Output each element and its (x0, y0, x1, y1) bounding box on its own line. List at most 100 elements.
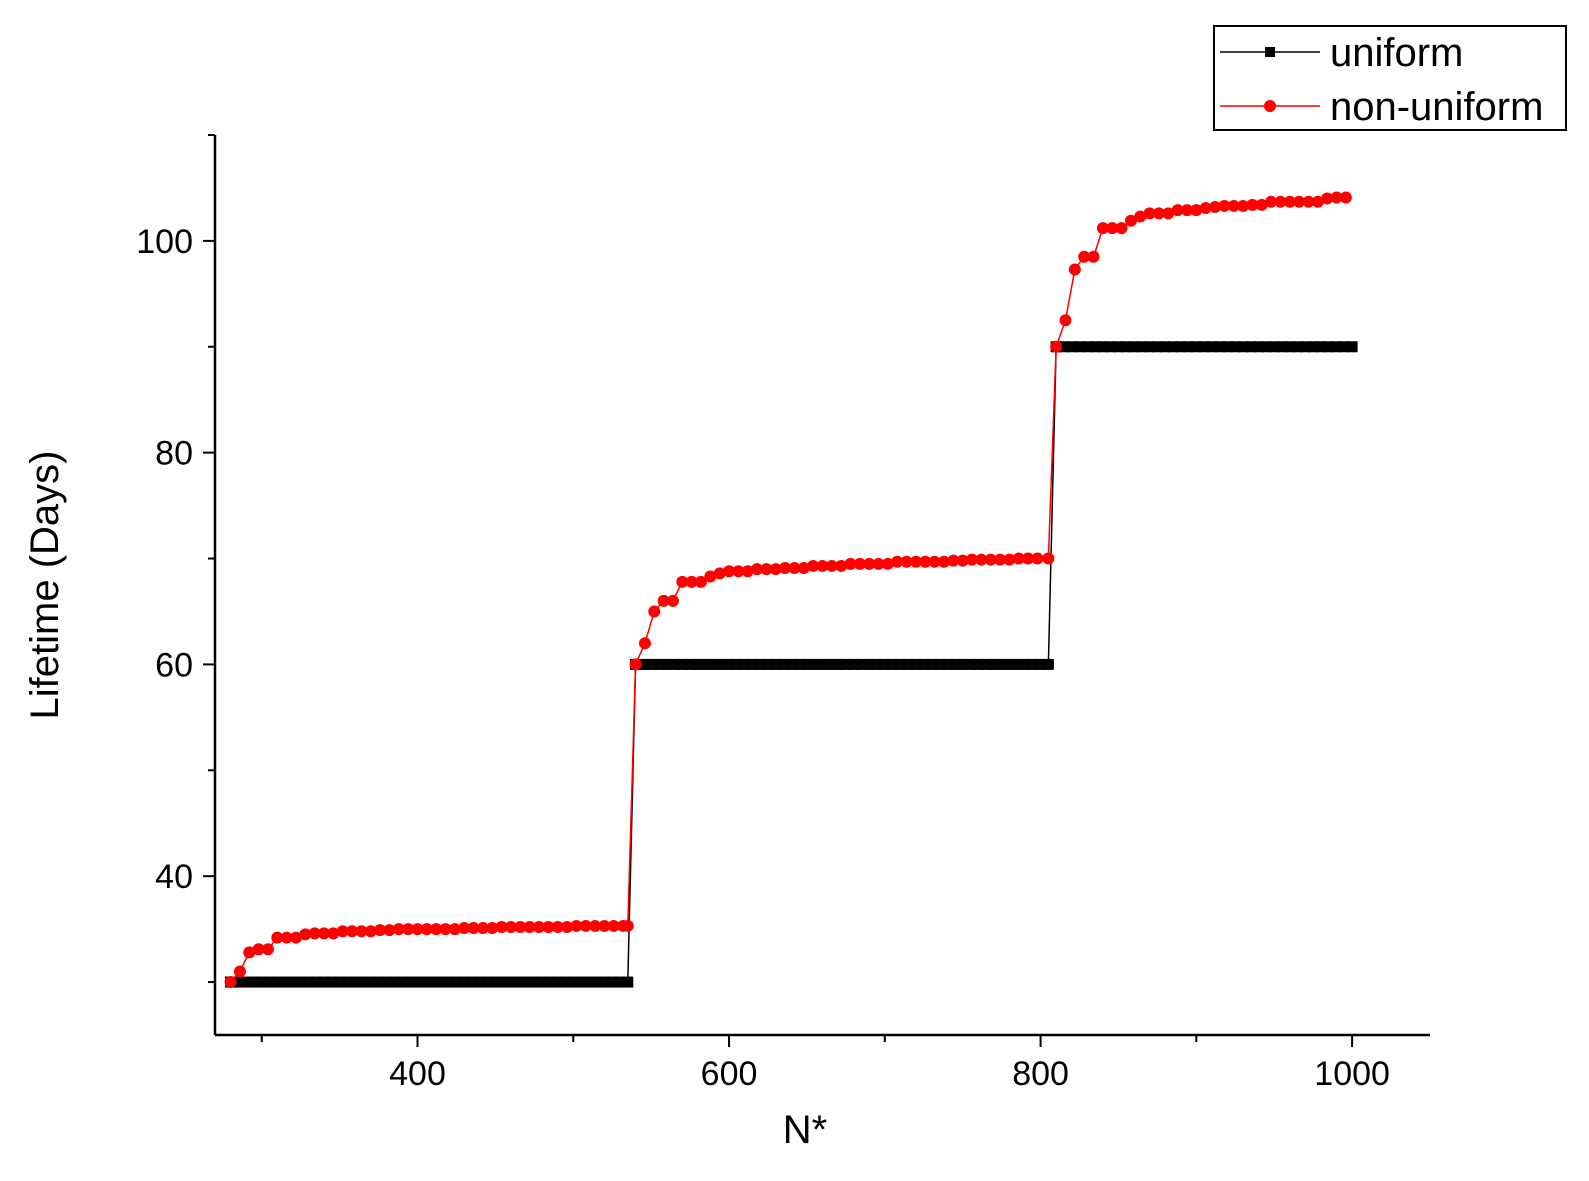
series-non-uniform-point (1339, 191, 1352, 204)
series-uniform-point (349, 976, 361, 988)
y-tick-label: 100 (136, 223, 193, 261)
series-non-uniform-point (1209, 201, 1222, 213)
plot-area: 40 60 80 100 400 600 800 1000 (136, 134, 1430, 1093)
series-non-uniform-point (648, 605, 661, 618)
series-uniform-point (894, 658, 906, 670)
series-non-uniform-point (1115, 222, 1128, 235)
series-non-uniform-point (561, 921, 574, 933)
series-uniform-point (1003, 658, 1015, 670)
series-uniform-point (489, 976, 501, 988)
series-non-uniform-point (542, 921, 555, 933)
series-non-uniform-point (411, 923, 424, 936)
series-uniform-point (1260, 341, 1272, 353)
series-non-uniform-point (1237, 199, 1250, 212)
series-uniform-point (1214, 341, 1226, 353)
series-uniform-point (419, 976, 431, 988)
series-non-uniform-point (486, 922, 499, 935)
series-non-uniform-point (835, 559, 848, 572)
series-uniform-point (1019, 658, 1031, 670)
series-uniform-point (731, 658, 743, 670)
series-uniform-point (1120, 341, 1132, 353)
series-uniform-point (910, 658, 922, 670)
x-tick-label: 400 (389, 1055, 446, 1093)
series-uniform-point (1331, 341, 1343, 353)
series-non-uniform-point (355, 925, 368, 938)
series-non-uniform-point (1302, 195, 1315, 208)
series-non-uniform-point (966, 553, 979, 566)
series-uniform-point (848, 658, 860, 670)
series-non-uniform-point (1087, 250, 1100, 263)
y-ticks: 40 60 80 100 (136, 134, 215, 984)
series-uniform-point (1299, 341, 1311, 353)
series-uniform-point (926, 658, 938, 670)
series-non-uniform-point (984, 553, 997, 566)
series-uniform-point (528, 976, 540, 988)
legend-uniform-marker (1265, 47, 1275, 57)
series-non-uniform-point (1181, 204, 1193, 217)
legend-non-uniform-label: non-uniform (1330, 85, 1543, 129)
series-uniform-point (1081, 341, 1093, 353)
series-non-uniform-point (420, 923, 433, 936)
series-non-uniform-point (448, 923, 461, 936)
series-non-uniform-point (290, 931, 302, 944)
series-uniform-point (1315, 341, 1327, 353)
series-uniform-point (497, 976, 509, 988)
series-uniform-point (1206, 341, 1218, 353)
series-uniform-point (661, 658, 673, 670)
series-non-uniform-point (1031, 552, 1044, 565)
series-uniform-point (653, 658, 665, 670)
series-uniform-point (1190, 341, 1202, 353)
series-uniform-point (559, 976, 571, 988)
series-uniform-point (1307, 341, 1319, 353)
series-uniform-point (1229, 341, 1241, 353)
series-uniform-point (435, 976, 447, 988)
series-uniform-point (770, 658, 782, 670)
series-non-uniform-point (439, 923, 452, 936)
series-uniform-point (443, 976, 455, 988)
series-non-uniform-point (695, 575, 707, 588)
series-non-uniform-point (881, 557, 894, 570)
series-uniform-point (232, 976, 244, 988)
series-non-uniform-point (467, 922, 480, 935)
series-uniform-point (279, 976, 291, 988)
series-non-uniform-point (956, 554, 969, 567)
series-uniform-point (918, 658, 930, 670)
series-non-uniform-point (807, 559, 820, 572)
series-uniform-point (295, 976, 307, 988)
series-uniform-point (1151, 341, 1163, 353)
series-non-uniform-point (1321, 192, 1334, 205)
series-uniform-point (863, 658, 875, 670)
series-non-uniform-point (261, 943, 274, 956)
series-non-uniform-point (1042, 552, 1055, 565)
y-axis-title: Lifetime (Days) (23, 451, 67, 720)
series-uniform-point (1159, 341, 1171, 353)
legend-box (1213, 25, 1567, 131)
series-uniform-point (1222, 341, 1233, 353)
series-uniform-point (318, 976, 330, 988)
series-uniform-point (871, 658, 883, 670)
series-uniform-point (840, 658, 852, 670)
series-uniform-point (1338, 341, 1350, 353)
series-uniform-point (676, 658, 688, 670)
series-non-uniform-point (598, 919, 611, 932)
series-non-uniform-point (402, 923, 415, 936)
series-non-uniform-point (233, 965, 246, 978)
series-non-uniform-point (1068, 263, 1081, 276)
series-non-uniform-point (1106, 222, 1119, 235)
y-tick-label: 80 (155, 435, 193, 473)
series-non-uniform-point (629, 658, 642, 671)
series-non-uniform-point (570, 919, 583, 932)
series-uniform-point (824, 658, 836, 670)
series-uniform-point (1027, 658, 1039, 670)
series-uniform-point (521, 976, 533, 988)
series-non-uniform-point (327, 927, 340, 940)
series-uniform-point (933, 658, 945, 670)
series-uniform-point (536, 976, 548, 988)
series-uniform-point (801, 658, 813, 670)
series-uniform-point (256, 976, 268, 988)
series-non-uniform-point (1059, 314, 1072, 327)
series-uniform-point (326, 976, 338, 988)
series-uniform-point (762, 658, 774, 670)
series-uniform-point (412, 976, 423, 988)
series-non-uniform-point (1246, 198, 1259, 211)
